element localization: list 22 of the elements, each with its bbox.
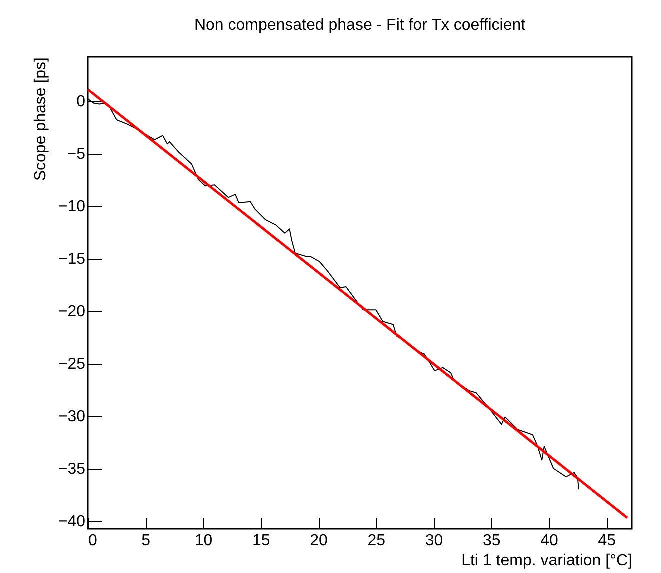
- y-tick-label: −20: [58, 304, 86, 321]
- chart-title: Non compensated phase - Fit for Tx coefficient: [194, 17, 526, 34]
- x-tick-label: 45: [598, 532, 616, 550]
- x-tick-label: 5: [142, 532, 151, 550]
- y-tick-label: −30: [58, 408, 86, 426]
- x-axis-title: Lti 1 temp. variation [°C]: [462, 552, 632, 570]
- x-tick-label: 35: [482, 532, 501, 550]
- y-tick-label: −35: [58, 461, 86, 478]
- y-tick-label: 0: [76, 94, 86, 111]
- x-tick-label: 10: [194, 532, 213, 550]
- x-tick-label: 30: [425, 532, 444, 550]
- x-tick-label: 40: [540, 532, 559, 550]
- x-tick-label: 25: [368, 532, 386, 550]
- y-tick-label: −5: [67, 146, 86, 164]
- y-tick-label: −25: [58, 356, 86, 374]
- x-tick-label: 15: [252, 532, 270, 550]
- x-tick-label: 20: [310, 532, 328, 550]
- y-axis-title: Scope phase [ps]: [32, 58, 50, 182]
- y-tick-label: −10: [58, 198, 86, 216]
- y-tick-label: −15: [58, 251, 86, 268]
- x-tick-label: 0: [88, 532, 98, 550]
- y-tick-label: −40: [58, 514, 86, 531]
